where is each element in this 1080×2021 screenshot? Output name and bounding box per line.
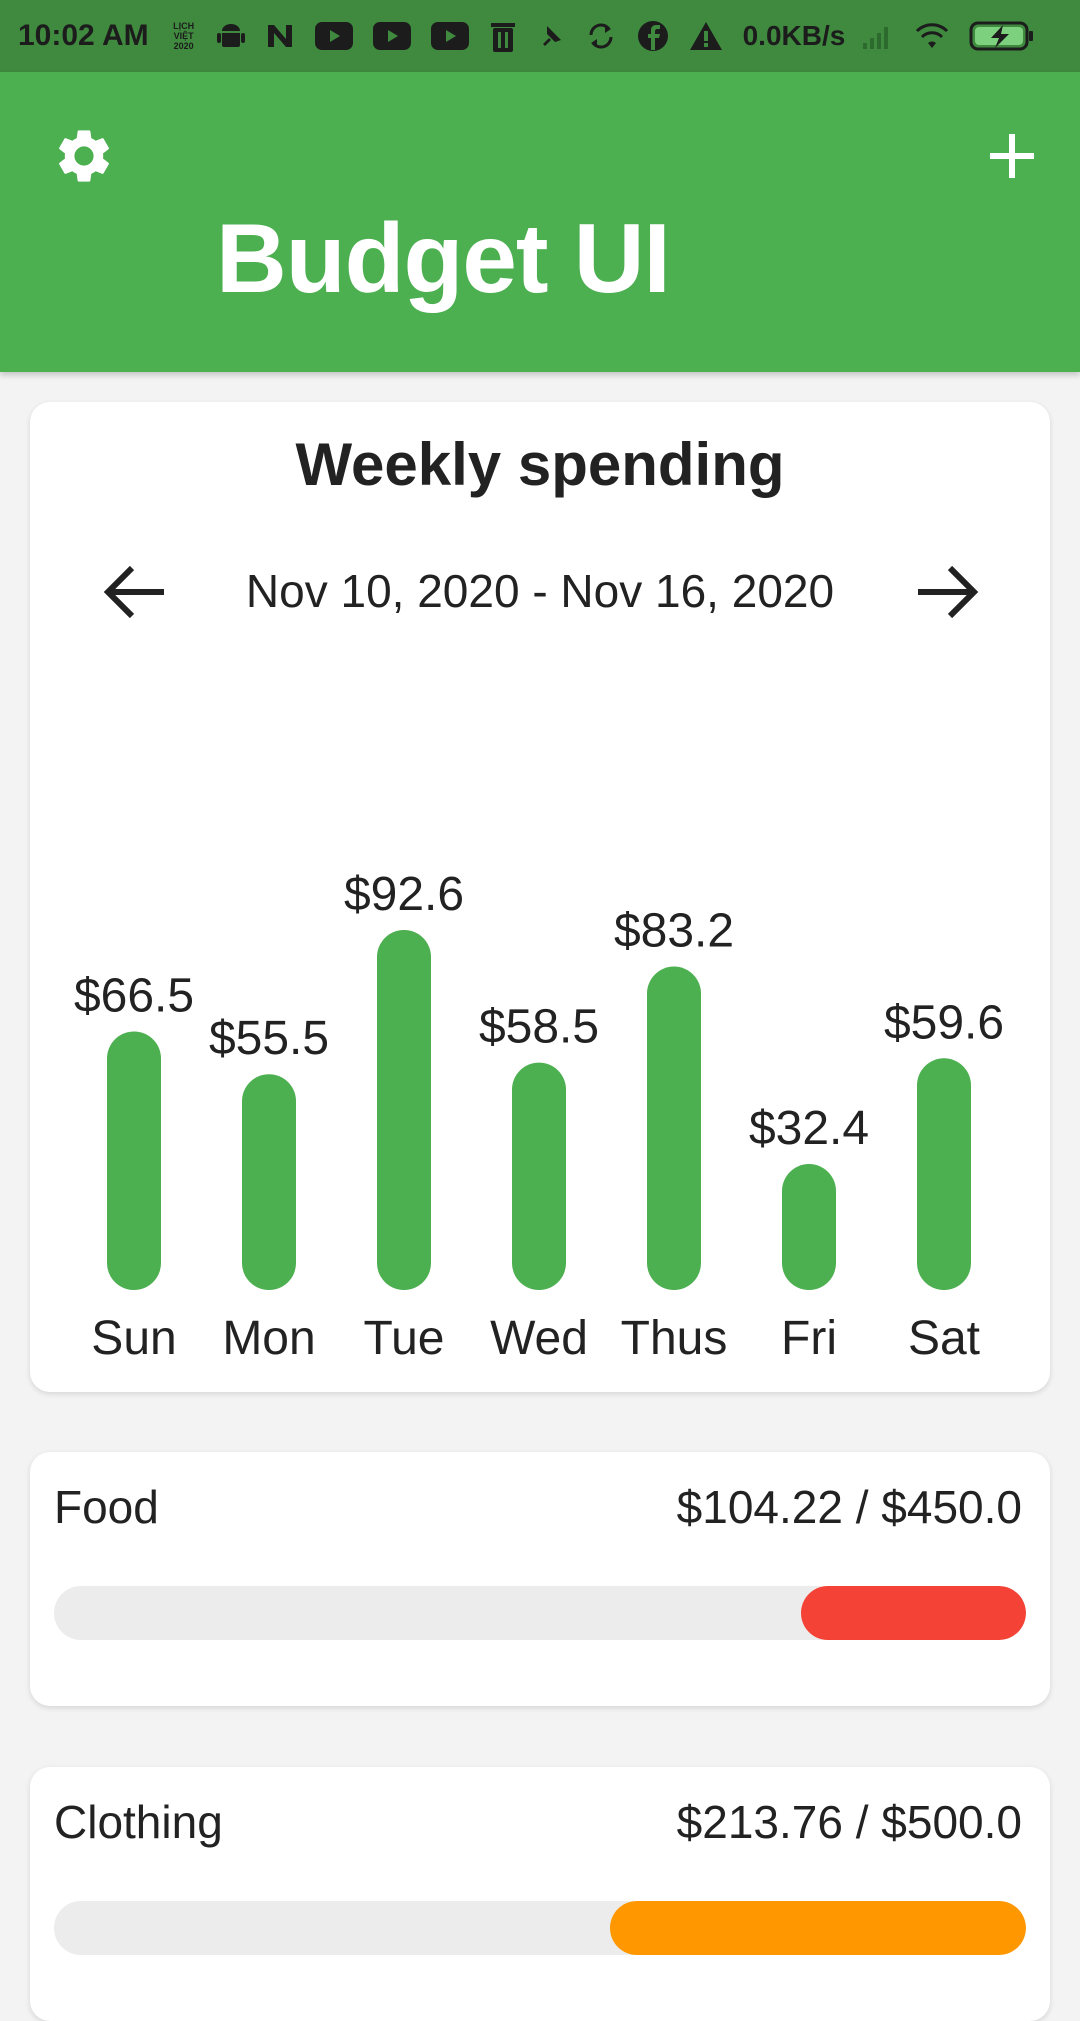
category-amount: $213.76 / $500.0 [676, 1796, 1022, 1848]
chart-title: Weekly spending [295, 431, 785, 498]
chart-bar-sat [917, 1058, 971, 1290]
chart-value-label: $59.6 [884, 996, 1004, 1049]
weekly-spending-card: Weekly spending Nov 10, 2020 - Nov 16, 2… [30, 402, 1050, 1392]
calendar-line-1: LỊCH [173, 21, 195, 31]
category-name: Clothing [54, 1796, 223, 1848]
network-speed: 0.0KB/s [742, 20, 846, 51]
plus-icon[interactable] [980, 124, 1044, 188]
chart-category-label: Mon [222, 1312, 315, 1365]
chart-category-label: Fri [781, 1312, 837, 1365]
warning-icon [689, 21, 723, 51]
android-icon [216, 21, 245, 51]
chart-bar-sun [107, 1031, 161, 1290]
signal-icon [861, 21, 895, 51]
chart-value-label: $92.6 [344, 868, 464, 921]
calendar-line-3: 2020 [173, 41, 194, 51]
chart-bar-fri [782, 1164, 836, 1290]
category-progress-fill [610, 1901, 1026, 1955]
calendar-icon: LỊCH VIỆT 2020 [171, 21, 197, 51]
chart-value-label: $83.2 [614, 905, 734, 958]
gear-icon[interactable] [52, 124, 116, 188]
chart-value-label: $58.5 [479, 1001, 599, 1054]
chart-bar-thus [647, 966, 701, 1290]
category-progress-track [54, 1901, 1026, 1955]
calendar-line-2: VIỆT [173, 31, 194, 41]
chart-value-label: $66.5 [74, 969, 194, 1022]
category-card-clothing[interactable]: Clothing $213.76 / $500.0 [30, 1767, 1050, 2021]
arrow-right-icon[interactable] [906, 552, 986, 632]
wifi-icon [915, 22, 949, 50]
app-title: Budget UI [216, 203, 671, 313]
youtube-icon [314, 22, 353, 50]
n-icon [265, 21, 295, 51]
category-name: Food [54, 1481, 159, 1533]
chart-category-label: Tue [364, 1312, 445, 1365]
status-time: 10:02 AM [18, 19, 149, 52]
pin-icon [537, 22, 565, 50]
app-bar: Budget UI [0, 72, 1080, 372]
chart-value-label: $32.4 [749, 1102, 869, 1155]
battery-charging-icon [969, 20, 1035, 52]
chart-bar-tue [377, 930, 431, 1290]
chart-bar-wed [512, 1062, 566, 1290]
chart-bar-mon [242, 1074, 296, 1290]
category-amount: $104.22 / $450.0 [676, 1481, 1022, 1533]
weekly-bar-chart: $66.5 Sun $55.5 Mon $92.6 Tue $58.5 Wed $83.2 Thu… [74, 868, 1004, 1365]
category-progress-fill [800, 1586, 1026, 1640]
trash-icon [489, 20, 517, 52]
category-progress-track [54, 1586, 1026, 1640]
chart-category-label: Sat [908, 1312, 980, 1365]
status-bar: 10:02 AM LỊCH VIỆT 2020 0.0KB/s [0, 0, 1080, 72]
chart-category-label: Sun [91, 1312, 176, 1365]
chart-category-label: Wed [490, 1312, 588, 1365]
chart-category-label: Thus [621, 1312, 728, 1365]
date-range: Nov 10, 2020 - Nov 16, 2020 [245, 565, 835, 617]
facebook-icon [637, 20, 669, 52]
arrow-left-icon[interactable] [96, 552, 176, 632]
sync-icon [585, 21, 617, 51]
chart-value-label: $55.5 [209, 1012, 329, 1065]
youtube-icon [430, 22, 469, 50]
youtube-icon [372, 22, 411, 50]
category-card-food[interactable]: Food $104.22 / $450.0 [30, 1452, 1050, 1706]
